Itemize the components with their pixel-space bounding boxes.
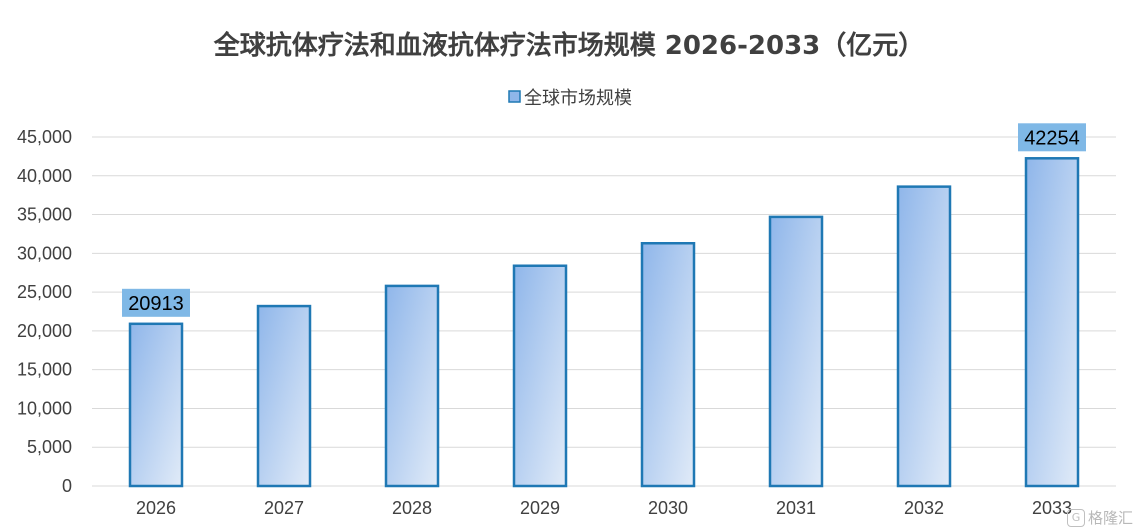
bar-2033: [1024, 157, 1080, 488]
watermark-text: 格隆汇: [1087, 509, 1133, 527]
bar-2030: [640, 242, 696, 488]
y-tick-label: 40,000: [17, 166, 72, 186]
data-label-bg: [1018, 123, 1086, 152]
chart-title: 全球抗体疗法和血液抗体疗法市场规模 2026-2033（亿元）: [213, 30, 925, 61]
x-tick-label: 2029: [520, 498, 560, 518]
bar-2026: [128, 322, 184, 488]
y-tick-label: 20,000: [17, 321, 72, 341]
bar-2028: [384, 284, 440, 488]
y-tick-label: 5,000: [27, 437, 72, 457]
x-tick-label: 2031: [776, 498, 816, 518]
data-label: 42254: [1024, 127, 1080, 149]
x-tick-label: 2026: [136, 498, 176, 518]
bar-2031: [768, 215, 824, 488]
y-tick-label: 35,000: [17, 205, 72, 225]
x-tick-label: 2027: [264, 498, 304, 518]
y-tick-label: 45,000: [17, 127, 72, 147]
x-tick-label: 2033: [1032, 498, 1072, 518]
y-tick-label: 15,000: [17, 360, 72, 380]
y-tick-label: 0: [62, 476, 72, 496]
x-tick-label: 2028: [392, 498, 432, 518]
data-label-bg: [122, 288, 190, 317]
x-tick-label: 2032: [904, 498, 944, 518]
x-tick-label: 2030: [648, 498, 688, 518]
x-axis: 2026 2027 2028 2029 2030 2031 2032 2033: [136, 498, 1072, 518]
gelonghui-logo-icon: G: [1066, 508, 1085, 527]
bar-2029: [512, 264, 568, 488]
y-tick-label: 30,000: [17, 243, 72, 263]
bar-2032: [896, 185, 952, 488]
watermark: G 格隆汇: [1066, 507, 1133, 528]
y-axis: 0 5,000 10,000 15,000 20,000 25,000 30,000 35,0…: [17, 127, 72, 496]
gridlines: [92, 136, 1116, 487]
legend: 全球市场规模: [508, 88, 632, 109]
y-tick-label: 10,000: [17, 398, 72, 418]
data-label: 20913: [128, 293, 184, 315]
legend-swatch: [508, 90, 521, 103]
bar-2027: [256, 304, 312, 488]
legend-label: 全球市场规模: [524, 88, 632, 109]
data-labels: 20913 42254: [122, 123, 1086, 317]
y-tick-label: 25,000: [17, 282, 72, 302]
bars: [128, 157, 1080, 488]
